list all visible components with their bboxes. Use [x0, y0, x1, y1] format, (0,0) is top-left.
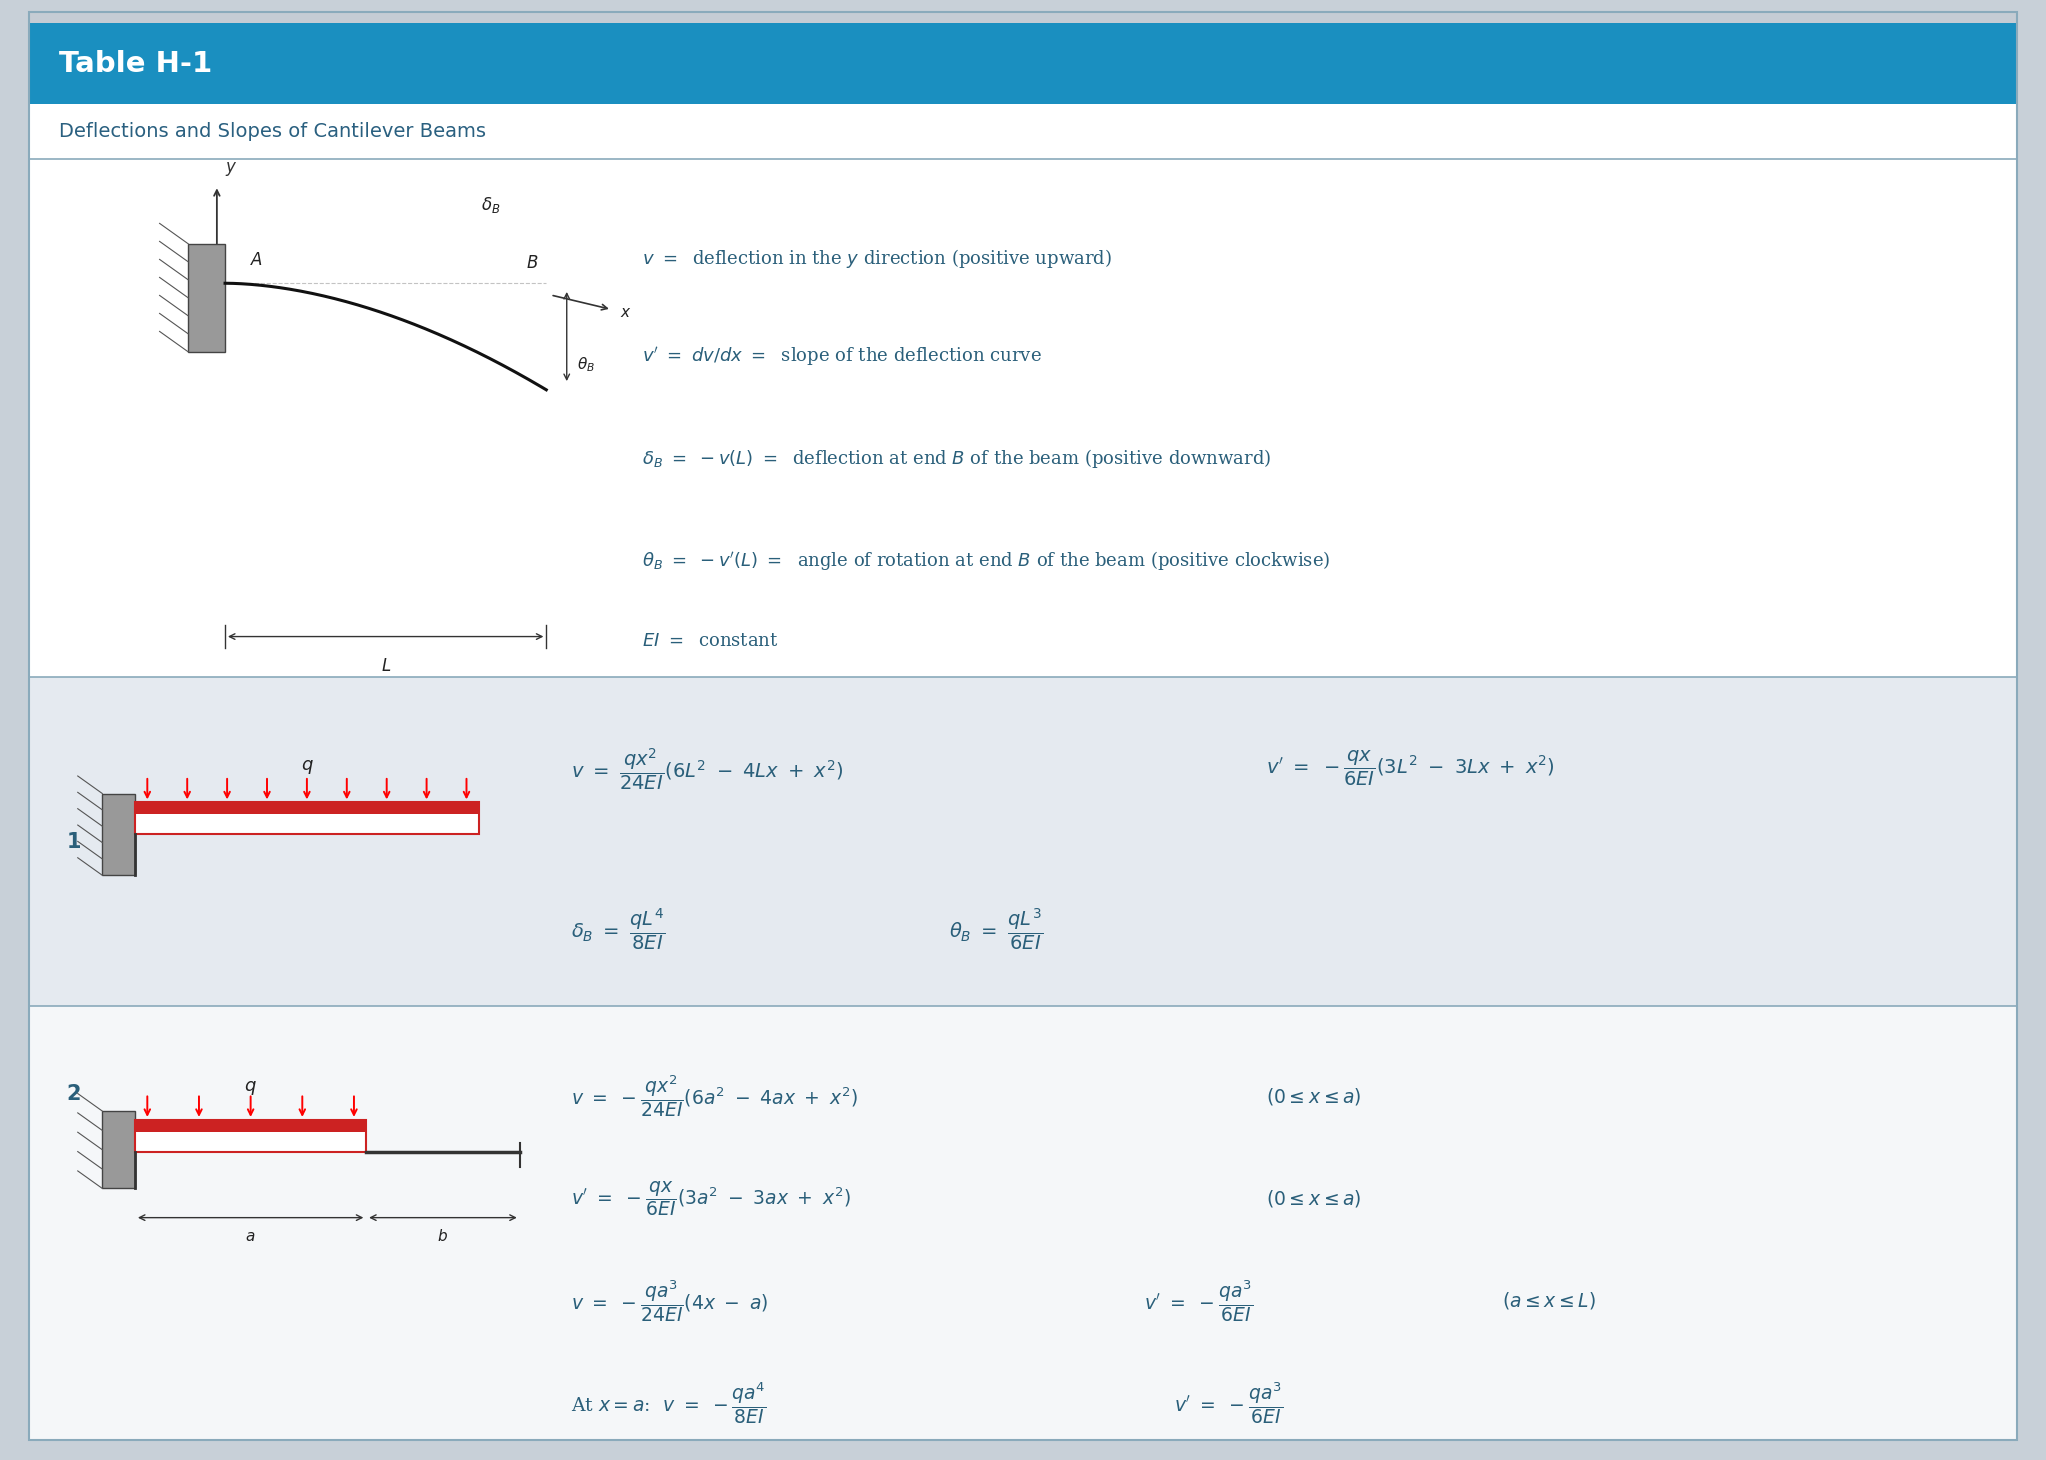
Text: $\delta_B\ =\ -v(L)\ =\ $ deflection at end $B$ of the beam (positive downward): $\delta_B\ =\ -v(L)\ =\ $ deflection at …	[642, 447, 1273, 470]
Text: $v'\ =\ -\dfrac{qa^3}{6EI}$: $v'\ =\ -\dfrac{qa^3}{6EI}$	[1174, 1380, 1285, 1426]
Polygon shape	[29, 677, 2017, 1006]
Text: $v'\ =\ dv/dx\ =\ $ slope of the deflection curve: $v'\ =\ dv/dx\ =\ $ slope of the deflect…	[642, 345, 1041, 368]
Text: Deflections and Slopes of Cantilever Beams: Deflections and Slopes of Cantilever Bea…	[59, 121, 487, 142]
Polygon shape	[188, 244, 225, 352]
Text: $\theta_B\ =\ \dfrac{qL^3}{6EI}$: $\theta_B\ =\ \dfrac{qL^3}{6EI}$	[949, 907, 1043, 952]
Text: $(0 \leq x \leq a)$: $(0 \leq x \leq a)$	[1266, 1086, 1363, 1107]
Text: $L$: $L$	[381, 657, 391, 675]
Polygon shape	[135, 1132, 366, 1152]
Text: $(0 \leq x \leq a)$: $(0 \leq x \leq a)$	[1266, 1188, 1363, 1209]
Text: $B$: $B$	[526, 254, 538, 272]
Text: $A$: $A$	[250, 251, 262, 269]
Polygon shape	[135, 803, 479, 815]
Polygon shape	[29, 1006, 2017, 1440]
Text: $y$: $y$	[225, 161, 237, 178]
Polygon shape	[102, 794, 135, 876]
Text: 1: 1	[65, 832, 82, 851]
Polygon shape	[29, 12, 2017, 23]
Polygon shape	[29, 23, 2017, 104]
Text: $v'\ =\ -\dfrac{qa^3}{6EI}$: $v'\ =\ -\dfrac{qa^3}{6EI}$	[1144, 1278, 1254, 1324]
Polygon shape	[102, 1111, 135, 1188]
Text: $v\ =\ -\dfrac{qa^3}{24EI}(4x\ -\ a)$: $v\ =\ -\dfrac{qa^3}{24EI}(4x\ -\ a)$	[571, 1278, 769, 1324]
Text: $\delta_B$: $\delta_B$	[481, 196, 501, 215]
Text: $q$: $q$	[301, 758, 313, 777]
Text: $(a \leq x \leq L)$: $(a \leq x \leq L)$	[1502, 1291, 1596, 1311]
Text: $\theta_B\ =\ -v'(L)\ =\ $ angle of rotation at end $B$ of the beam (positive cl: $\theta_B\ =\ -v'(L)\ =\ $ angle of rota…	[642, 549, 1330, 572]
Polygon shape	[29, 104, 2017, 159]
Text: $v'\ =\ -\dfrac{qx}{6EI}(3L^2\ -\ 3Lx\ +\ x^2)$: $v'\ =\ -\dfrac{qx}{6EI}(3L^2\ -\ 3Lx\ +…	[1266, 749, 1555, 788]
Text: $v\ =\ \dfrac{qx^2}{24EI}(6L^2\ -\ 4Lx\ +\ x^2)$: $v\ =\ \dfrac{qx^2}{24EI}(6L^2\ -\ 4Lx\ …	[571, 746, 843, 791]
Text: $b$: $b$	[438, 1228, 448, 1244]
Text: 2: 2	[65, 1083, 82, 1104]
Text: $EI\ =\ $ constant: $EI\ =\ $ constant	[642, 632, 780, 650]
Text: $v'\ =\ -\dfrac{qx}{6EI}(3a^2\ -\ 3ax\ +\ x^2)$: $v'\ =\ -\dfrac{qx}{6EI}(3a^2\ -\ 3ax\ +…	[571, 1180, 851, 1218]
Text: $x$: $x$	[620, 305, 632, 320]
Polygon shape	[135, 1120, 366, 1132]
Text: $a$: $a$	[246, 1229, 256, 1244]
Text: $q$: $q$	[243, 1079, 258, 1096]
Text: $v\ =\ -\dfrac{qx^2}{24EI}(6a^2\ -\ 4ax\ +\ x^2)$: $v\ =\ -\dfrac{qx^2}{24EI}(6a^2\ -\ 4ax\…	[571, 1073, 857, 1120]
Text: $\delta_B\ =\ \dfrac{qL^4}{8EI}$: $\delta_B\ =\ \dfrac{qL^4}{8EI}$	[571, 907, 665, 952]
Polygon shape	[135, 815, 479, 835]
Text: Table H-1: Table H-1	[59, 50, 213, 77]
Polygon shape	[29, 159, 2017, 677]
Text: At $x = a$:$\ \ v\ =\ -\dfrac{qa^4}{8EI}$: At $x = a$:$\ \ v\ =\ -\dfrac{qa^4}{8EI}…	[571, 1380, 767, 1426]
Text: $\theta_B$: $\theta_B$	[577, 355, 595, 374]
Text: $v\ =\ $ deflection in the $y$ direction (positive upward): $v\ =\ $ deflection in the $y$ direction…	[642, 247, 1113, 270]
